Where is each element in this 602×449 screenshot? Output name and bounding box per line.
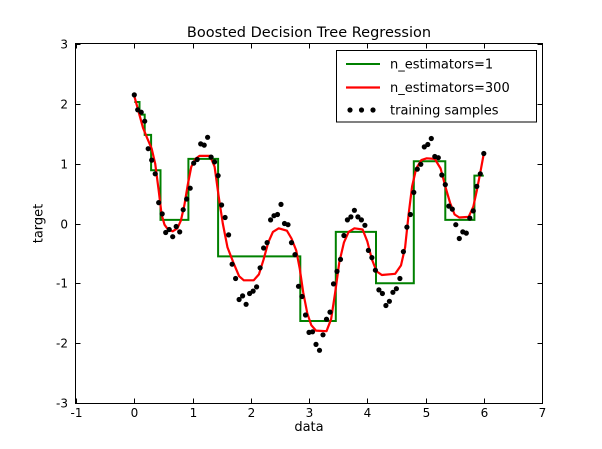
y-tick-label: -2 <box>56 337 68 351</box>
y-tick-label: 0 <box>60 218 68 232</box>
x-tick-label: 3 <box>306 406 314 420</box>
y-tick-label: 1 <box>60 158 68 172</box>
y-axis-label: target <box>32 204 47 244</box>
legend-scatter-marker-icon <box>347 107 353 113</box>
training-samples-scatter <box>131 92 487 353</box>
y-tick-label: -3 <box>56 397 68 411</box>
legend-label: n_estimators=300 <box>390 81 510 96</box>
x-tick-labels: -1 0 1 2 3 4 5 6 7 <box>71 406 547 420</box>
legend-item-n-estimators-300: n_estimators=300 <box>346 81 510 96</box>
legend-item-training-samples: training samples <box>347 104 499 119</box>
x-axis-label: data <box>294 420 323 435</box>
plot-area: -1 0 1 2 3 4 5 6 7-3-2-10123n_estimators=1n_esti… <box>56 38 546 421</box>
estimators-300-line <box>133 95 485 333</box>
x-tick-label: 0 <box>131 406 139 420</box>
x-tick-label: 7 <box>539 406 547 420</box>
y-tick-label: 3 <box>60 38 68 52</box>
x-tick-label: 4 <box>364 406 372 420</box>
x-tick-label: 5 <box>423 406 431 420</box>
legend-scatter-marker-icon <box>370 107 376 113</box>
legend-item-n-estimators-1: n_estimators=1 <box>346 58 493 73</box>
axis-ticks <box>76 44 543 404</box>
axes-frame <box>75 43 543 404</box>
x-tick-label: 1 <box>190 406 198 420</box>
legend-label: n_estimators=1 <box>390 58 493 73</box>
y-tick-label: 2 <box>60 98 68 112</box>
legend-scatter-marker-icon <box>358 107 365 113</box>
y-tick-labels: -3 -2 -1 0 1 2 3 <box>56 38 68 411</box>
estimators-1-step-line <box>134 101 484 322</box>
x-tick-label: -1 <box>71 406 83 420</box>
x-tick-label: 2 <box>248 406 256 420</box>
y-tick-label: -1 <box>56 277 68 291</box>
legend-box <box>336 50 537 123</box>
legend-label: training samples <box>390 104 499 119</box>
x-tick-label: 6 <box>481 406 489 420</box>
legend: n_estimators=1 n_estimators=300 training s… <box>336 50 537 123</box>
chart-title: Boosted Decision Tree Regression <box>187 25 431 41</box>
